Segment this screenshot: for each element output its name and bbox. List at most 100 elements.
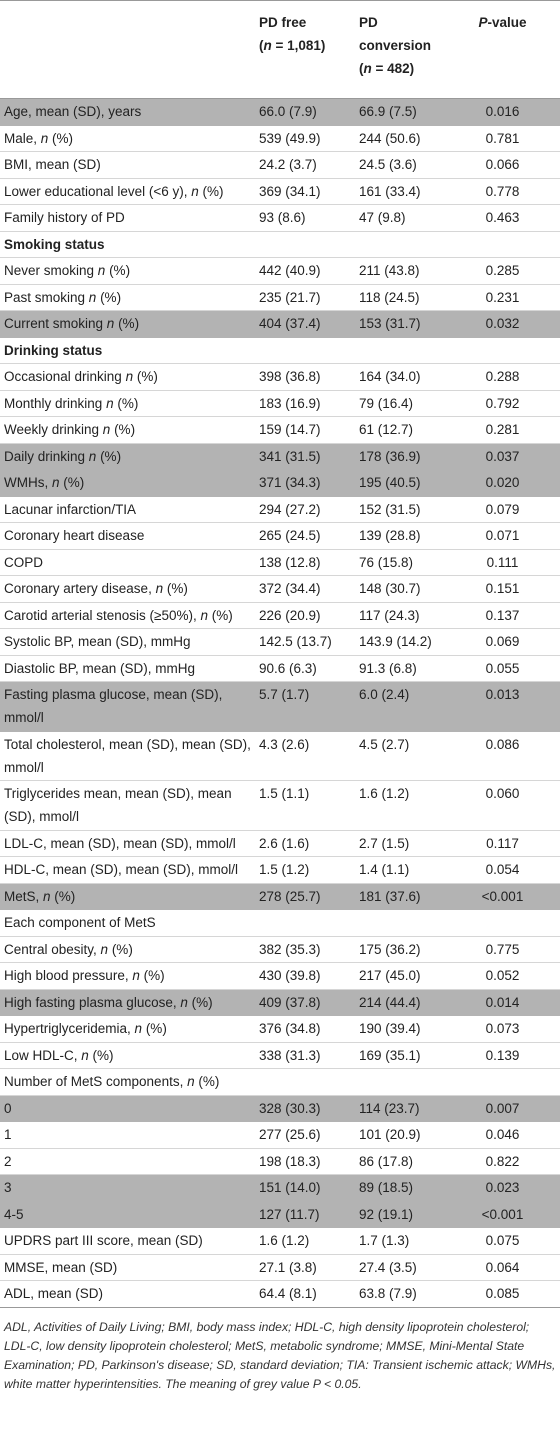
text-segment: Carotid arterial stenosis (≥50%),: [4, 607, 201, 623]
cell-value: 114 (23.7): [355, 1095, 445, 1122]
text-segment: n: [102, 422, 111, 438]
table-row: Hypertriglyceridemia, n (%) 376 (34.8) 190…: [0, 1015, 560, 1043]
cell-value: [255, 1068, 355, 1096]
table-row: COPD 138 (12.8) 76 (15.8) 0.111: [0, 549, 560, 576]
cell-value: 79 (16.4): [355, 390, 445, 417]
row-label: UPDRS part III score, mean (SD): [0, 1227, 255, 1255]
text-segment: P: [478, 15, 488, 30]
row-label: Diastolic BP, mean (SD), mmHg: [0, 655, 255, 682]
row-label: Drinking status: [0, 337, 255, 364]
row-label: Smoking status: [0, 231, 255, 258]
cell-value: 1.6 (1.2): [355, 780, 445, 831]
cell-value: 372 (34.4): [255, 575, 355, 603]
cell-value: 0.046: [445, 1121, 560, 1149]
cell-value: 6.0 (2.4): [355, 681, 445, 732]
table-row: Total cholesterol, mean (SD), mean (SD),…: [0, 731, 560, 781]
table-row: Smoking status: [0, 231, 560, 258]
cell-value: 0.071: [445, 522, 560, 550]
cell-value: 0.073: [445, 1015, 560, 1043]
text-segment: 0: [4, 1100, 12, 1116]
table-row: Daily drinking n (%) 341 (31.5) 178 (36.9)…: [0, 443, 560, 470]
cell-value: 0.139: [445, 1042, 560, 1069]
text-segment: n: [132, 968, 140, 984]
cell-value: 183 (16.9): [255, 390, 355, 417]
text-segment: Lower educational level (<6 y),: [4, 183, 192, 199]
text-segment: n: [81, 1047, 89, 1063]
table-row: MetS, n (%) 278 (25.7) 181 (37.6) <0.001: [0, 883, 560, 910]
text-segment: n: [43, 888, 51, 904]
text-segment: Total cholesterol, mean (SD), mean (SD),…: [4, 736, 251, 775]
table-row: Past smoking n (%) 235 (21.7) 118 (24.5) 0.…: [0, 284, 560, 311]
table-row: Occasional drinking n (%) 398 (36.8) 164 (…: [0, 363, 560, 391]
cell-value: 430 (39.8): [255, 962, 355, 990]
text-segment: n: [363, 61, 372, 76]
cell-value: 5.7 (1.7): [255, 681, 355, 732]
row-label: High fasting plasma glucose, n (%): [0, 989, 255, 1016]
text-segment: MetS,: [4, 888, 44, 904]
cell-value: 1.7 (1.3): [355, 1227, 445, 1255]
cell-value: 539 (49.9): [255, 125, 355, 152]
text-segment: 2: [4, 1153, 12, 1169]
header-cell: P-value: [445, 1, 560, 99]
row-label: Fasting plasma glucose, mean (SD), mmol/…: [0, 681, 255, 732]
cell-value: 0.052: [445, 962, 560, 990]
cell-value: 47 (9.8): [355, 204, 445, 232]
row-label: Number of MetS components, n (%): [0, 1068, 255, 1096]
text-segment: 4-5: [4, 1206, 24, 1222]
cell-value: 195 (40.5): [355, 469, 445, 497]
table-row: 0 328 (30.3) 114 (23.7) 0.007: [0, 1095, 560, 1122]
text-segment: Central obesity,: [4, 941, 101, 957]
cell-value: 211 (43.8): [355, 257, 445, 285]
text-segment: Occasional drinking: [4, 369, 126, 385]
text-segment: High fasting plasma glucose,: [4, 994, 181, 1010]
row-label: COPD: [0, 549, 255, 576]
cell-value: 66.9 (7.5): [355, 98, 445, 126]
text-segment: Drinking status: [4, 342, 103, 358]
text-segment: Age, mean (SD), years: [4, 104, 142, 120]
text-segment: (%): [50, 888, 76, 904]
cell-value: 0.069: [445, 628, 560, 656]
cell-value: 148 (30.7): [355, 575, 445, 603]
cell-value: 0.079: [445, 496, 560, 523]
table-row: Current smoking n (%) 404 (37.4) 153 (31.7…: [0, 310, 560, 338]
table-body: Age, mean (SD), years 66.0 (7.9) 66.9 (7.5…: [0, 98, 560, 1308]
table-row: Number of MetS components, n (%): [0, 1068, 560, 1096]
cell-value: 24.2 (3.7): [255, 151, 355, 179]
row-label: Occasional drinking n (%): [0, 363, 255, 391]
header-line: conversion: [359, 34, 441, 57]
row-label: Weekly drinking n (%): [0, 416, 255, 444]
row-label: Coronary artery disease, n (%): [0, 575, 255, 603]
row-label: Daily drinking n (%): [0, 443, 255, 470]
cell-value: 265 (24.5): [255, 522, 355, 550]
row-label: Triglycerides mean, mean (SD), mean (SD)…: [0, 780, 255, 831]
cell-value: 0.463: [445, 204, 560, 232]
text-segment: Monthly drinking: [4, 395, 107, 411]
row-label: 2: [0, 1148, 255, 1175]
table-row: Age, mean (SD), years 66.0 (7.9) 66.9 (7.5…: [0, 98, 560, 126]
text-segment: n: [106, 316, 115, 332]
cell-value: 1.5 (1.1): [255, 780, 355, 831]
cell-value: 376 (34.8): [255, 1015, 355, 1043]
cell-value: 0.007: [445, 1095, 560, 1122]
cell-value: 0.020: [445, 469, 560, 497]
text-segment: Past smoking: [4, 289, 89, 305]
row-label: 3: [0, 1174, 255, 1202]
cell-value: 24.5 (3.6): [355, 151, 445, 179]
text-segment: (%): [114, 316, 140, 332]
text-segment: (%): [208, 607, 233, 623]
text-segment: n: [187, 1074, 195, 1090]
cell-value: 76 (15.8): [355, 549, 445, 576]
cell-value: 61 (12.7): [355, 416, 445, 444]
cell-value: [355, 231, 445, 258]
row-label: MMSE, mean (SD): [0, 1254, 255, 1281]
text-segment: (%): [88, 1047, 114, 1063]
cell-value: 2.6 (1.6): [255, 830, 355, 857]
text-segment: n: [40, 130, 49, 146]
text-segment: Fasting plasma glucose, mean (SD), mmol/…: [4, 687, 223, 726]
row-label: BMI, mean (SD): [0, 151, 255, 179]
text-segment: Smoking status: [4, 236, 105, 252]
text-segment: Lacunar infarction/TIA: [4, 501, 137, 517]
text-segment: n: [155, 581, 164, 597]
cell-value: 404 (37.4): [255, 310, 355, 338]
table-row: Coronary heart disease 265 (24.5) 139 (28.…: [0, 522, 560, 550]
